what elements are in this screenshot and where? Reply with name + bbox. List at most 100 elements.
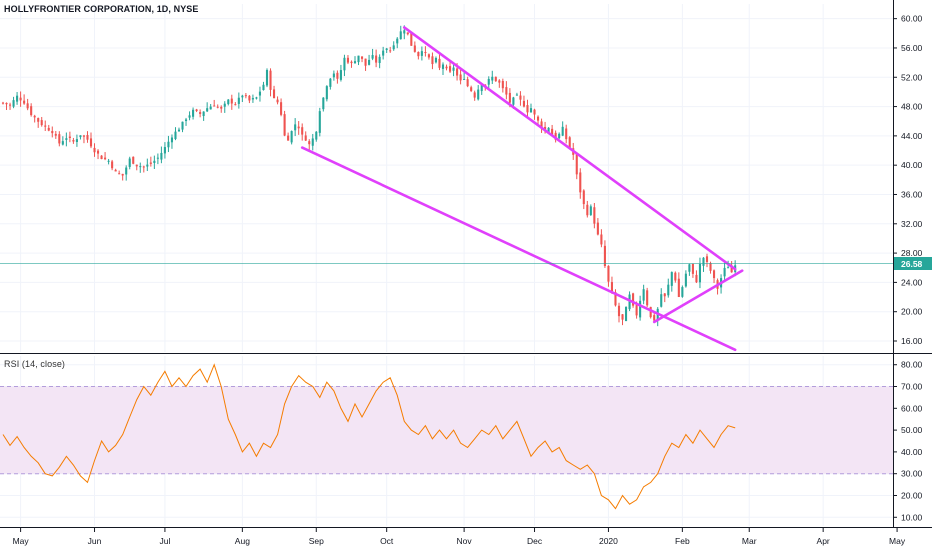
candle-body [586,204,589,216]
price-tick-label: 32.00 [901,219,923,229]
candle-body [593,207,596,224]
candle-body [434,57,438,63]
candle-body [515,94,518,96]
candle-body [670,272,673,286]
candle-body [663,293,666,297]
rsi-tick-label: 40.00 [901,447,923,457]
candle-body [65,138,68,140]
candle-body [653,315,656,321]
price-tick-label: 56.00 [901,43,923,53]
candle-body [723,267,726,277]
candle-body [399,31,402,40]
candle-body [547,127,550,133]
candle-body [346,57,350,63]
candle-body [522,100,526,107]
rsi-tick-label: 70.00 [901,382,923,392]
candle-body [125,167,128,175]
candle-body [712,270,716,279]
candle-body [477,89,480,100]
candle-body [79,135,82,138]
candle-body [705,256,709,262]
candle-body [276,99,279,103]
candle-body [526,105,529,113]
candle-body [339,70,342,80]
trendline-support[interactable] [652,269,744,324]
candle-body [617,305,621,317]
candle-body [255,97,258,99]
candle-body [480,84,483,92]
candle-body [8,104,12,106]
candle-body [160,152,163,160]
rsi-tick-label: 50.00 [901,425,923,435]
candle-body [26,103,29,109]
candle-body [727,267,730,269]
candle-body [111,161,114,169]
candle-body [128,158,131,167]
candle-body [216,106,219,108]
candle-body [297,126,300,129]
price-tick-label: 20.00 [901,307,923,317]
candle-body [301,127,304,135]
rsi-tick-label: 80.00 [901,360,923,370]
candle-body [660,294,663,307]
rsi-band [0,386,893,474]
trendline-upper[interactable] [402,26,737,271]
time-tick-label: Nov [457,536,473,546]
candle-body [470,87,473,91]
candle-body [396,38,399,44]
candle-body [237,97,240,104]
rsi-tick-label: 20.00 [901,490,923,500]
candle-body [1,102,5,104]
candle-body [248,95,251,101]
time-tick-label: Mar [742,536,757,546]
candle-body [389,50,392,52]
candle-body [287,135,290,141]
candle-body [227,99,230,105]
candle-body [565,128,568,140]
last-price-badge [894,256,932,270]
candle-body [332,73,335,78]
candle-body [146,164,149,167]
candle-body [206,108,209,112]
candle-body [452,67,455,71]
candle-body [677,278,680,298]
candle-body [213,105,216,107]
price-tick-label: 28.00 [901,248,923,258]
candle-body [51,130,54,134]
candle-body [251,98,254,100]
candle-body [519,95,522,100]
candle-body [624,307,628,322]
candle-body [294,124,297,131]
candle-body [315,131,318,140]
time-tick-label: Aug [235,536,250,546]
candle-body [561,126,564,136]
candle-body [142,166,145,168]
candle-body [33,115,36,118]
candle-body [684,273,687,287]
candle-body [230,98,233,104]
candle-body [329,78,332,87]
candle-body [466,79,469,87]
candle-body [424,52,427,54]
price-tick-label: 52.00 [901,72,923,82]
candle-body [575,154,578,175]
candle-body [551,128,554,135]
candle-body [96,150,100,154]
candle-body [473,92,476,98]
candle-body [114,169,117,172]
candle-body [58,134,61,144]
candle-body [691,263,694,274]
candle-body [40,120,43,126]
candle-body [16,95,19,102]
candle-body [199,112,202,114]
last-price-label: 26.58 [901,259,923,269]
rsi-chart-title: RSI (14, close) [4,359,66,369]
candle-body [554,132,557,140]
candle-body [258,91,262,96]
candle-body [596,222,599,235]
candle-body [343,57,346,71]
candle-body [280,102,283,115]
candle-body [642,289,645,301]
